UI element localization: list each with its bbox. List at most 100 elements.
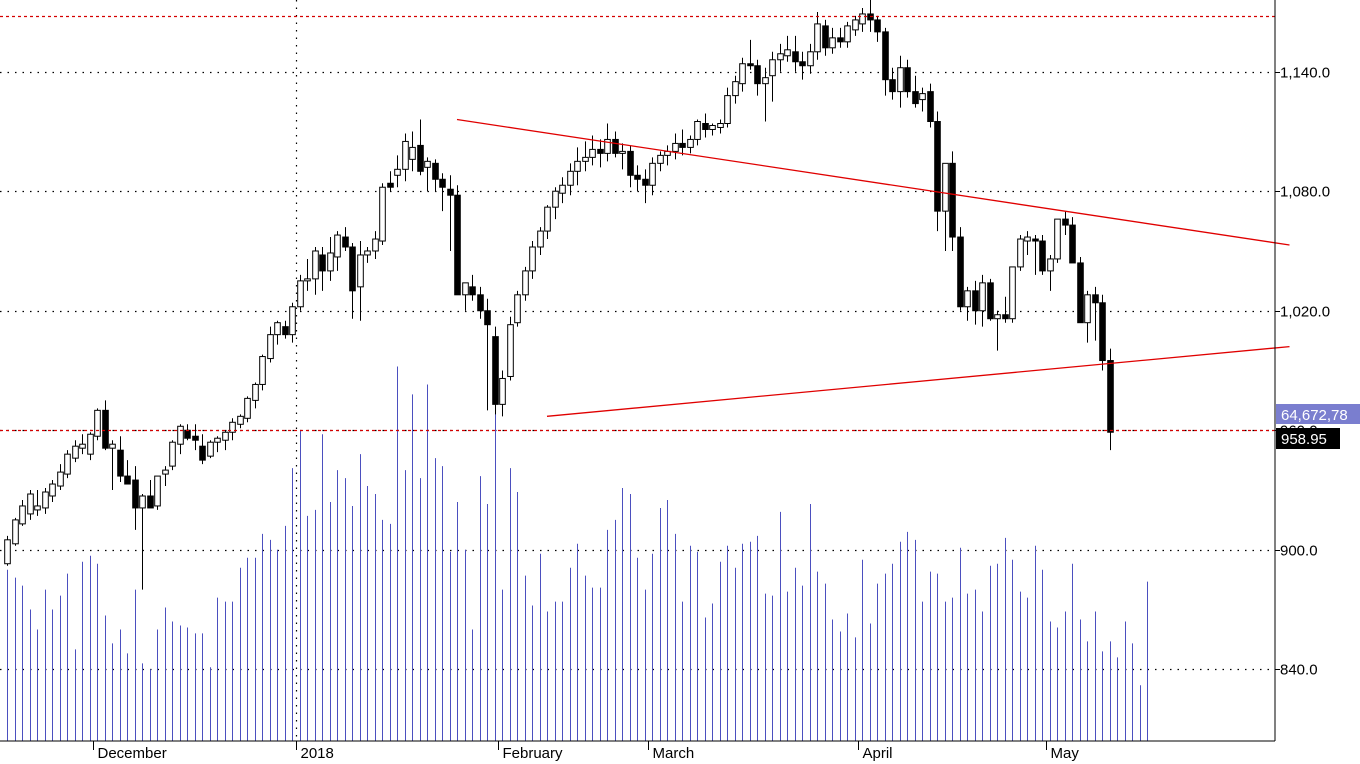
candle xyxy=(1032,235,1039,275)
candle xyxy=(282,320,289,339)
candle xyxy=(709,123,716,136)
candle-body xyxy=(447,188,454,196)
x-tick-label: May xyxy=(1051,745,1080,762)
candle-body xyxy=(769,59,776,77)
candle-body xyxy=(492,336,499,405)
candle xyxy=(822,19,829,56)
candle xyxy=(574,147,581,186)
candle xyxy=(1009,266,1016,323)
candle-body xyxy=(177,425,184,445)
candle xyxy=(507,316,514,381)
candle-body xyxy=(679,142,686,148)
y-tick-label: 1,140.0 xyxy=(1280,65,1330,82)
candle xyxy=(544,205,551,240)
candle-body xyxy=(844,25,851,43)
candle xyxy=(214,436,221,453)
candle xyxy=(1077,256,1084,324)
candle-body xyxy=(1069,224,1076,264)
candle xyxy=(702,113,709,138)
volume-bars xyxy=(7,366,1148,741)
candle-body xyxy=(184,429,191,439)
candle-body xyxy=(634,174,641,180)
last-price-label: 958.95 xyxy=(1281,431,1327,448)
candle xyxy=(192,424,199,451)
candle xyxy=(799,51,806,80)
candle xyxy=(327,237,334,281)
candle xyxy=(394,155,401,188)
volume-value-label: 64,672,78 xyxy=(1281,407,1348,424)
candle-body xyxy=(477,294,484,312)
candle-body xyxy=(297,280,304,308)
candle-body xyxy=(852,19,859,31)
reference-levels xyxy=(0,15,1275,432)
candle-body xyxy=(4,539,11,565)
candle xyxy=(934,111,941,232)
candle xyxy=(769,51,776,102)
candle-body xyxy=(484,310,491,326)
candle-body xyxy=(949,162,956,238)
candle-body xyxy=(12,519,19,545)
candle xyxy=(409,131,416,172)
candle-body xyxy=(282,326,289,336)
candle-body xyxy=(807,51,814,67)
candle xyxy=(904,59,911,98)
y-tick-label: 900.0 xyxy=(1280,543,1318,560)
candle-body xyxy=(469,286,476,296)
candle xyxy=(717,119,724,134)
x-tick-label: February xyxy=(503,745,564,762)
candle xyxy=(274,320,281,345)
candle xyxy=(184,424,191,441)
candle xyxy=(522,266,529,301)
candle xyxy=(889,67,896,100)
candle-body xyxy=(57,471,64,487)
candle-body xyxy=(964,290,971,308)
candle xyxy=(1039,235,1046,275)
candle xyxy=(102,400,109,451)
candle xyxy=(477,286,484,319)
candle xyxy=(537,227,544,255)
candle xyxy=(859,7,866,32)
candle xyxy=(237,414,244,429)
candle-body xyxy=(687,138,694,148)
candle-body xyxy=(619,150,626,154)
candle xyxy=(1024,231,1031,255)
candle-body xyxy=(394,168,401,176)
candle xyxy=(154,475,161,510)
candle-body xyxy=(222,431,229,441)
candle-body xyxy=(252,383,259,401)
candle xyxy=(4,535,11,566)
candle xyxy=(499,370,506,417)
candle-body xyxy=(882,31,889,81)
candle xyxy=(372,231,379,259)
candle-body xyxy=(132,479,139,509)
candle xyxy=(514,290,521,327)
candle xyxy=(807,43,814,74)
candle-body xyxy=(814,23,821,53)
candle-body xyxy=(214,437,221,443)
candle xyxy=(417,119,424,176)
candle xyxy=(1099,294,1106,371)
candle-body xyxy=(327,252,334,272)
candle-body xyxy=(274,322,281,336)
candle-body xyxy=(169,441,176,467)
candle xyxy=(829,27,836,54)
candle-body xyxy=(259,356,266,385)
candle-body xyxy=(34,505,41,511)
candle-body xyxy=(244,397,251,419)
candle xyxy=(1017,235,1024,271)
candle xyxy=(147,480,154,509)
candle-body xyxy=(822,25,829,49)
candle-body xyxy=(379,186,386,242)
candle-body xyxy=(942,162,949,212)
candle-body xyxy=(454,194,461,296)
candle xyxy=(439,173,446,212)
candle-body xyxy=(1009,266,1016,320)
candle-body xyxy=(724,95,731,124)
candle xyxy=(469,274,476,301)
candle xyxy=(612,131,619,158)
candle xyxy=(387,171,394,192)
candle xyxy=(679,129,686,156)
candle-body xyxy=(642,178,649,186)
